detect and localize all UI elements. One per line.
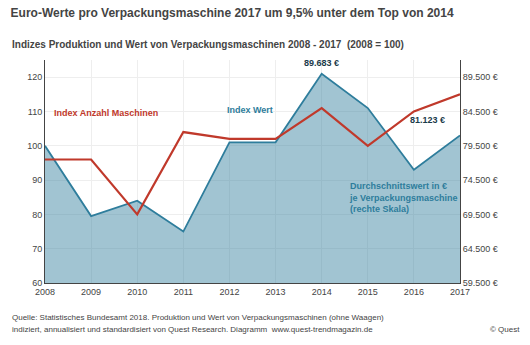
svg-text:89.500 €: 89.500 € [463,72,498,82]
svg-text:84.500 €: 84.500 € [463,107,498,117]
svg-text:Index Anzahl Maschinen: Index Anzahl Maschinen [54,108,158,118]
svg-text:60: 60 [32,278,42,288]
svg-text:2012: 2012 [219,287,239,297]
svg-text:120: 120 [27,72,42,82]
svg-text:2015: 2015 [358,287,378,297]
svg-text:74.500 €: 74.500 € [463,175,498,185]
svg-text:110: 110 [28,107,42,117]
svg-text:70: 70 [32,244,42,254]
svg-text:59.500 €: 59.500 € [463,278,498,288]
svg-text:Indizes Produktion und Wert vo: Indizes Produktion und Wert von Verpacku… [12,39,404,50]
svg-text:Quelle: Statistisches Bundesam: Quelle: Statistisches Bundesamt 2018. Pr… [12,313,384,322]
svg-text:Durchschnittswert in €je Verpa: Durchschnittswert in €je Verpackungsmasc… [349,181,458,214]
svg-text:100: 100 [27,141,42,151]
svg-text:64.500 €: 64.500 € [463,244,498,254]
svg-text:2016: 2016 [404,287,424,297]
svg-text:81.123 €: 81.123 € [410,115,445,125]
svg-text:90: 90 [32,175,42,185]
svg-text:2009: 2009 [81,287,101,297]
svg-text:2010: 2010 [127,287,147,297]
svg-text:2008: 2008 [35,287,55,297]
svg-text:69.500 €: 69.500 € [463,210,498,220]
svg-text:© Quest: © Quest [490,325,520,334]
svg-text:79.500 €: 79.500 € [463,141,498,151]
svg-text:2011: 2011 [174,287,193,297]
svg-text:Index Wert: Index Wert [227,105,273,115]
svg-text:80: 80 [32,210,42,220]
svg-text:Euro-Werte pro Verpackungsmasc: Euro-Werte pro Verpackungsmaschine 2017 … [11,6,454,20]
svg-text:2013: 2013 [266,287,286,297]
svg-text:89.683 €: 89.683 € [304,58,339,68]
svg-text:indiziert, annualisiert und st: indiziert, annualisiert und standardisie… [12,325,373,334]
svg-text:2017: 2017 [450,287,470,297]
svg-text:2014: 2014 [312,287,332,297]
